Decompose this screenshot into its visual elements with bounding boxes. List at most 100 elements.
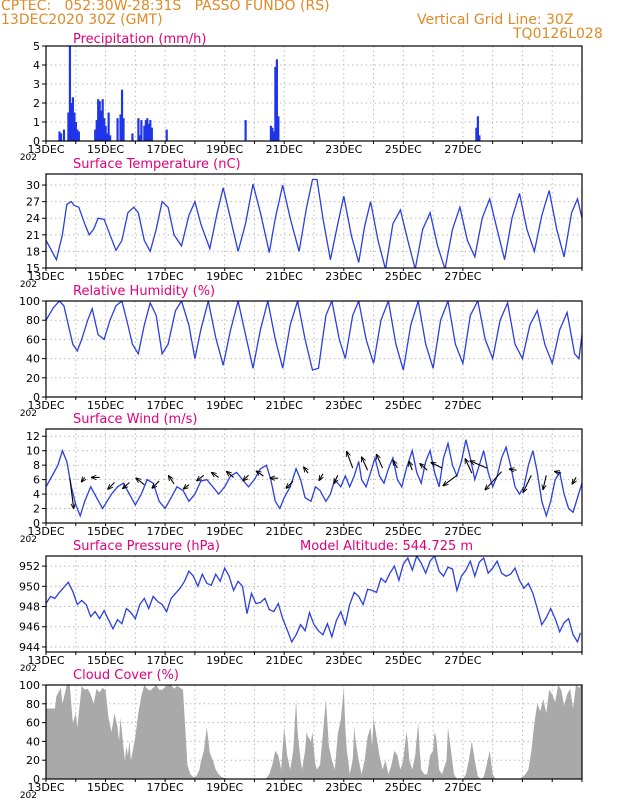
y-tick-label: 946 (19, 621, 40, 634)
precip-bar (97, 99, 100, 141)
x-corner-label: 202 (20, 409, 37, 419)
x-tick-label: 19DEC (206, 781, 243, 794)
precip-bar (143, 125, 146, 141)
x-tick-label: 21DEC (266, 654, 303, 667)
precip-bar (58, 131, 61, 141)
x-tick-label: 23DEC (325, 270, 362, 283)
station-line: CPTEC: 052:30W-28:31S PASSO FUNDO (RS) (1, 0, 330, 14)
cloud-area (46, 685, 582, 779)
x-tick-label: 19DEC (206, 143, 243, 156)
x-tick-label: 23DEC (325, 399, 362, 412)
panel-frame (45, 555, 583, 653)
precip-bar (101, 99, 104, 141)
x-corner-label: 202 (20, 153, 37, 163)
panel-title: Surface Pressure (hPa) (73, 539, 220, 554)
panel-title: Relative Humidity (%) (73, 284, 215, 299)
x-tick-label: 21DEC (266, 270, 303, 283)
series-line (46, 301, 582, 371)
precip-bar (150, 127, 153, 141)
panel-6: 0 20 40 60 80 100 13DEC 15DEC 17DEC 19DEC 21DEC 23D… (19, 668, 583, 800)
y-tick-label: 27 (26, 196, 40, 209)
x-tick-label: 13DEC (27, 143, 64, 156)
x-tick-label: 27DEC (444, 143, 481, 156)
x-tick-label: 23DEC (325, 143, 362, 156)
wind-arrow (443, 474, 458, 485)
panel-3: 0 20 40 60 80 100 13DEC 15DEC 17DEC 19DEC 21DEC 23D… (19, 284, 583, 419)
wind-arrow (347, 452, 354, 469)
x-tick-label: 15DEC (87, 143, 124, 156)
y-tick-label: 100 (19, 679, 40, 692)
wind-arrow (212, 472, 220, 478)
panel-frame (45, 428, 583, 524)
precip-bar (95, 120, 98, 141)
wind-arrow (69, 478, 74, 508)
wind-arrow (362, 457, 369, 471)
x-tick-label: 27DEC (444, 654, 481, 667)
panel-frame (45, 173, 583, 269)
series-line (46, 178, 582, 268)
precip-bar (277, 116, 280, 141)
y-tick-label: 60 (26, 717, 40, 730)
x-tick-label: 15DEC (87, 654, 124, 667)
x-tick-label: 17DEC (147, 781, 184, 794)
y-tick-label: 5 (33, 40, 40, 53)
x-tick-label: 13DEC (27, 399, 64, 412)
y-tick-label: 20 (26, 372, 40, 385)
panel-1: 0 1 2 3 4 5 13DEC 15DEC 17DEC 19DEC 21DEC 23DEC 25DE… (20, 32, 583, 163)
x-tick-label: 23DEC (325, 525, 362, 538)
precip-bar (147, 123, 150, 141)
x-tick-label: 19DEC (206, 654, 243, 667)
x-corner-label: 202 (20, 664, 37, 674)
precip-bar (137, 118, 140, 141)
x-tick-label: 13DEC (27, 525, 64, 538)
x-corner-label: 202 (20, 535, 37, 545)
precip-bar (138, 135, 141, 141)
wind-arrow (376, 454, 383, 469)
panel-4: 02 46 810 12 13DEC 15DEC 17DEC 19DEC 21DEC 23DEC 2… (20, 412, 583, 545)
x-corner-label: 202 (20, 280, 37, 290)
x-tick-label: 23DEC (325, 654, 362, 667)
y-tick-label: 0 (33, 517, 40, 530)
x-tick-label: 25DEC (385, 654, 422, 667)
run-code: TQ0126L028 (513, 26, 603, 42)
x-tick-label: 13DEC (27, 654, 64, 667)
wind-arrow (470, 461, 487, 469)
x-tick-label: 27DEC (444, 399, 481, 412)
x-tick-label: 25DEC (385, 781, 422, 794)
wind-arrow (319, 473, 323, 481)
precip-bar (70, 103, 73, 141)
y-tick-label: 8 (33, 459, 40, 472)
x-tick-label: 21DEC (266, 525, 303, 538)
precip-bar (71, 97, 74, 141)
x-tick-label: 21DEC (266, 143, 303, 156)
x-tick-label: 25DEC (385, 399, 422, 412)
x-tick-label: 21DEC (266, 781, 303, 794)
precip-bar (100, 110, 103, 141)
panel-5: 944 946 948 950 952 13DEC 15DEC 17DEC 19DEC 21DEC… (19, 539, 583, 674)
wind-arrow (256, 471, 264, 477)
precip-bar (107, 112, 110, 141)
x-corner-label: 202 (20, 791, 37, 800)
x-tick-label: 27DEC (444, 781, 481, 794)
x-tick-label: 17DEC (147, 654, 184, 667)
precip-bar (74, 122, 77, 141)
x-tick-label: 19DEC (206, 399, 243, 412)
precip-bar (119, 114, 122, 141)
y-tick-label: 952 (19, 560, 40, 573)
y-tick-label: 950 (19, 580, 40, 593)
x-tick-label: 15DEC (87, 525, 124, 538)
y-tick-label: 6 (33, 474, 40, 487)
page-header: CPTEC: 052:30W-28:31S PASSO FUNDO (RS) 1… (0, 0, 618, 44)
precip-bar (77, 131, 80, 141)
wind-arrow (465, 459, 473, 474)
wind-arrow (509, 469, 517, 470)
precip-bar (131, 133, 134, 141)
grid-note: Vertical Grid Line: 30Z (417, 12, 574, 28)
y-tick-label: 2 (33, 97, 40, 110)
precip-bar (144, 120, 147, 141)
precip-bar (275, 59, 278, 141)
precip-bar (122, 118, 125, 141)
wind-arrow (81, 477, 84, 481)
panel-title: Precipitation (mm/h) (73, 32, 206, 47)
